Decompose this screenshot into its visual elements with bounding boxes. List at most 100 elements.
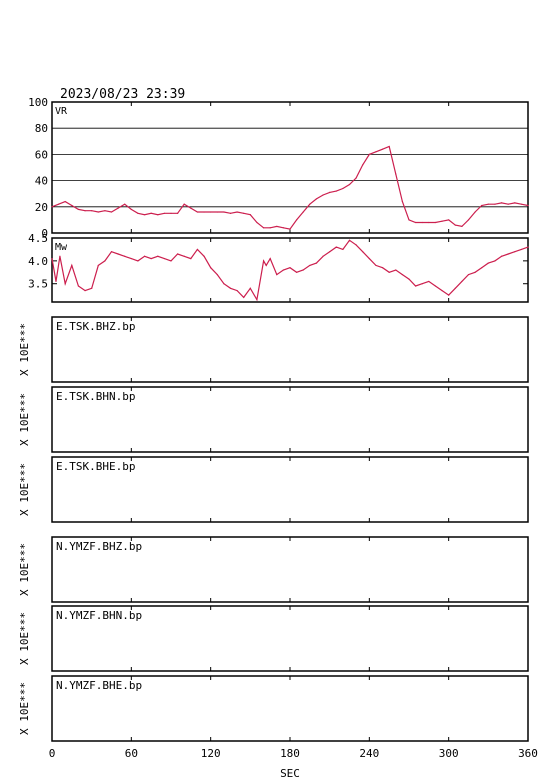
data-point-VR-31 (256, 221, 258, 224)
data-point-VR-30 (249, 214, 251, 216)
data-point-VR-29 (243, 212, 245, 214)
data-point-Mw-33 (262, 260, 265, 262)
data-point-VR-9 (110, 211, 113, 213)
data-point-VR-12 (130, 208, 132, 211)
data-point-Mw-39 (296, 271, 298, 273)
data-point-VR-3 (71, 204, 73, 207)
ytick-label-VR-5: 100 (28, 96, 48, 109)
data-point-Mw-10 (110, 251, 113, 253)
data-point-VR-50 (381, 148, 384, 150)
x-tick-label-3: 180 (280, 747, 300, 760)
data-point-Mw-68 (487, 262, 489, 264)
data-point-VR-34 (276, 225, 278, 228)
data-point-Mw-4 (71, 264, 73, 267)
data-point-Mw-67 (481, 267, 483, 269)
data-point-Mw-58 (421, 283, 423, 285)
data-point-VR-20 (183, 203, 185, 205)
station-ylabel-2: X 10E*** (18, 463, 31, 516)
ytick-label-VR-3: 60 (35, 148, 48, 161)
data-point-Mw-52 (381, 267, 384, 269)
data-point-VR-11 (124, 203, 126, 205)
data-point-VR-2 (64, 200, 66, 203)
data-point-VR-59 (441, 220, 443, 222)
data-point-VR-44 (342, 187, 344, 190)
data-point-Mw-65 (467, 273, 470, 276)
data-point-VR-13 (137, 212, 139, 214)
x-tick-label-1: 60 (125, 747, 138, 760)
data-point-Mw-53 (388, 271, 390, 273)
data-point-VR-71 (520, 203, 522, 205)
x-tick-label-6: 360 (518, 747, 538, 760)
data-point-VR-24 (210, 211, 212, 213)
data-point-Mw-25 (210, 267, 212, 269)
data-point-VR-48 (368, 153, 370, 155)
station-name-0: E.TSK.BHZ.bp (56, 320, 135, 333)
data-point-Mw-3 (64, 283, 66, 285)
data-point-Mw-14 (137, 260, 139, 262)
data-point-VR-10 (117, 207, 119, 209)
data-point-VR-53 (401, 200, 403, 203)
data-point-VR-72 (527, 204, 529, 207)
data-point-VR-42 (329, 191, 331, 193)
data-point-VR-68 (500, 202, 503, 204)
data-point-VR-33 (269, 227, 271, 229)
chart-Mw-label: Mw (55, 242, 68, 253)
ytick-label-Mw-1: 4.0 (28, 255, 48, 268)
data-point-Mw-57 (415, 285, 417, 287)
data-point-VR-60 (448, 219, 450, 221)
data-point-Mw-60 (434, 285, 437, 287)
data-point-VR-18 (170, 212, 172, 214)
data-point-Mw-5 (77, 285, 80, 287)
chart-Mw-frame (51, 237, 529, 303)
data-point-Mw-0 (51, 257, 53, 260)
data-point-VR-7 (97, 211, 99, 213)
data-point-VR-63 (467, 219, 470, 221)
data-point-VR-70 (514, 202, 516, 204)
station-ylabel-4: X 10E*** (18, 612, 31, 665)
data-point-VR-40 (315, 198, 318, 200)
data-point-VR-21 (190, 207, 192, 209)
data-point-Mw-22 (190, 257, 192, 260)
data-point-VR-49 (375, 151, 377, 153)
data-point-VR-27 (229, 212, 232, 214)
data-point-VR-1 (58, 203, 60, 205)
data-point-Mw-70 (500, 255, 503, 257)
data-point-VR-23 (203, 211, 205, 213)
data-point-Mw-37 (282, 269, 284, 271)
data-point-VR-62 (461, 225, 463, 228)
data-point-Mw-8 (97, 264, 99, 267)
data-point-Mw-69 (494, 260, 496, 262)
data-point-Mw-21 (183, 255, 185, 257)
data-point-Mw-23 (196, 248, 199, 251)
data-point-VR-47 (362, 164, 364, 166)
data-point-Mw-27 (223, 283, 225, 285)
data-point-VR-45 (348, 183, 351, 186)
data-point-VR-36 (289, 228, 291, 230)
data-point-Mw-24 (203, 255, 205, 257)
data-point-Mw-40 (302, 269, 304, 271)
x-tick-label-0: 0 (49, 747, 56, 760)
station-ylabel-0: X 10E*** (18, 323, 31, 376)
data-point-VR-8 (104, 210, 106, 212)
ytick-label-VR-2: 40 (35, 175, 48, 188)
data-point-Mw-18 (163, 257, 165, 260)
data-point-Mw-15 (143, 255, 146, 257)
data-point-Mw-7 (91, 287, 93, 289)
data-point-VR-16 (157, 214, 159, 216)
data-point-Mw-34 (265, 264, 267, 267)
series-Mw-line (51, 239, 529, 302)
data-point-VR-64 (474, 211, 476, 213)
data-point-VR-57 (428, 221, 430, 224)
data-point-VR-38 (302, 211, 304, 213)
station-name-1: E.TSK.BHN.bp (56, 390, 135, 403)
data-point-Mw-46 (342, 248, 344, 251)
data-point-Mw-35 (269, 257, 271, 260)
data-point-Mw-2 (59, 255, 61, 257)
data-point-VR-26 (223, 211, 225, 213)
data-point-VR-58 (434, 221, 437, 224)
data-point-Mw-20 (177, 253, 179, 255)
ytick-label-VR-1: 20 (35, 201, 48, 214)
data-point-Mw-62 (448, 294, 450, 296)
data-point-Mw-43 (322, 255, 324, 257)
